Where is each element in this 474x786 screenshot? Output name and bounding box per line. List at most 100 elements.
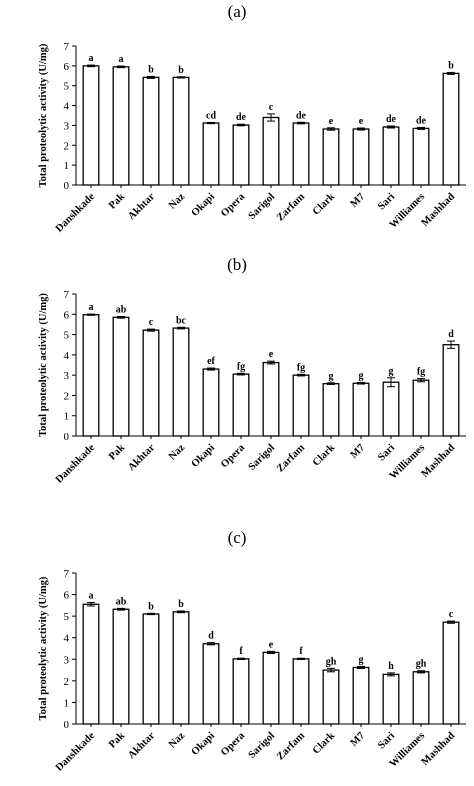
bar	[142, 613, 160, 725]
data-label: b	[178, 599, 184, 610]
data-label: fg	[237, 361, 245, 372]
data-label: c	[149, 317, 154, 328]
data-label: fg	[297, 362, 305, 373]
bar	[262, 651, 280, 725]
x-tick-label: Zarfam	[275, 191, 307, 223]
y-tick-label: 1	[64, 411, 70, 423]
y-tick-label: 4	[64, 633, 70, 645]
bar	[442, 344, 460, 437]
bar	[292, 122, 310, 186]
bar	[412, 379, 430, 437]
y-tick-label: 7	[64, 289, 70, 301]
bar	[142, 329, 160, 437]
data-label: g	[329, 371, 334, 382]
data-label: a	[89, 591, 94, 602]
bar	[442, 72, 460, 186]
bar	[172, 327, 190, 437]
x-tick-label: M7	[349, 730, 368, 749]
bar	[142, 76, 160, 186]
bar	[382, 381, 400, 437]
data-label: a	[89, 53, 94, 64]
bar	[202, 122, 220, 186]
y-axis-title: Total proteolytic activity (U/mg)	[38, 576, 49, 720]
data-label: g	[359, 370, 364, 381]
data-label: f	[239, 646, 243, 657]
data-label: cd	[206, 110, 216, 121]
data-label: d	[208, 631, 214, 642]
data-label: gh	[416, 659, 427, 670]
y-tick-label: 6	[64, 309, 70, 321]
x-tick-label: Clark	[311, 442, 337, 468]
x-tick-label: Okapi	[190, 191, 218, 219]
bar	[412, 127, 430, 186]
bar	[172, 76, 190, 186]
bar	[352, 128, 370, 186]
bar	[352, 382, 370, 437]
bar	[322, 669, 340, 725]
x-tick-label: Naz	[167, 442, 187, 462]
y-tick-label: 4	[64, 350, 70, 362]
bar	[322, 128, 340, 186]
x-tick-label: Clark	[311, 730, 337, 756]
y-tick-label: 3	[64, 370, 70, 382]
x-tick-label: Sari	[376, 442, 397, 463]
bar	[262, 116, 280, 186]
data-label: fg	[417, 367, 425, 378]
data-label: de	[296, 110, 307, 121]
bar	[382, 673, 400, 725]
y-tick-label: 0	[64, 431, 70, 443]
data-label: b	[178, 65, 184, 76]
y-tick-label: 4	[64, 101, 70, 113]
y-tick-label: 0	[64, 180, 70, 192]
x-tick-label: Naz	[167, 191, 187, 211]
x-tick-label: Sari	[376, 191, 397, 212]
y-tick-label: 7	[64, 568, 70, 580]
y-tick-label: 2	[64, 140, 70, 152]
x-tick-label: Sarigol	[247, 191, 278, 222]
data-label: c	[269, 102, 274, 113]
x-tick-label: Zarfam	[275, 442, 307, 474]
x-tick-label: Pak	[107, 730, 127, 750]
x-tick-label: Mashhad	[420, 191, 458, 229]
x-tick-label: Okapi	[190, 730, 218, 758]
data-label: b	[148, 64, 154, 75]
data-label: de	[386, 114, 397, 125]
x-tick-label: Akhtar	[126, 191, 157, 222]
bar	[172, 611, 190, 725]
data-label: h	[388, 661, 394, 672]
x-tick-label: Akhtar	[126, 730, 157, 761]
data-label: e	[269, 349, 274, 360]
bar	[112, 608, 130, 725]
x-tick-label: M7	[349, 191, 368, 210]
data-label: e	[359, 116, 364, 127]
panel-a-title: (a)	[227, 2, 247, 21]
bar	[352, 666, 370, 725]
y-tick-label: 5	[64, 81, 70, 93]
y-tick-label: 5	[64, 611, 70, 623]
x-tick-label: Opera	[219, 730, 248, 759]
x-tick-label: Mashhad	[420, 442, 458, 480]
bar	[232, 373, 250, 437]
y-tick-label: 5	[64, 330, 70, 342]
bar	[292, 658, 310, 725]
data-label: gh	[326, 656, 337, 667]
data-label: b	[148, 601, 154, 612]
x-tick-label: Sari	[376, 730, 397, 751]
bar	[202, 368, 220, 437]
chart-a: 0 1 2 3 4 5 6 7 Total proteolytic activity (U/mg…	[38, 41, 466, 235]
data-label: ab	[116, 305, 127, 316]
x-tick-label: Zarfam	[275, 730, 307, 762]
data-label: d	[448, 329, 454, 340]
data-label: a	[119, 54, 124, 65]
bar	[442, 621, 460, 725]
bar	[232, 658, 250, 725]
x-tick-label: Naz	[167, 730, 187, 750]
data-label: g	[389, 366, 394, 377]
y-tick-label: 3	[64, 654, 70, 666]
bar	[82, 603, 100, 725]
y-tick-label: 1	[64, 160, 70, 172]
bar	[202, 643, 220, 725]
bar	[412, 671, 430, 725]
data-label: ab	[116, 596, 127, 607]
bar	[82, 65, 100, 186]
